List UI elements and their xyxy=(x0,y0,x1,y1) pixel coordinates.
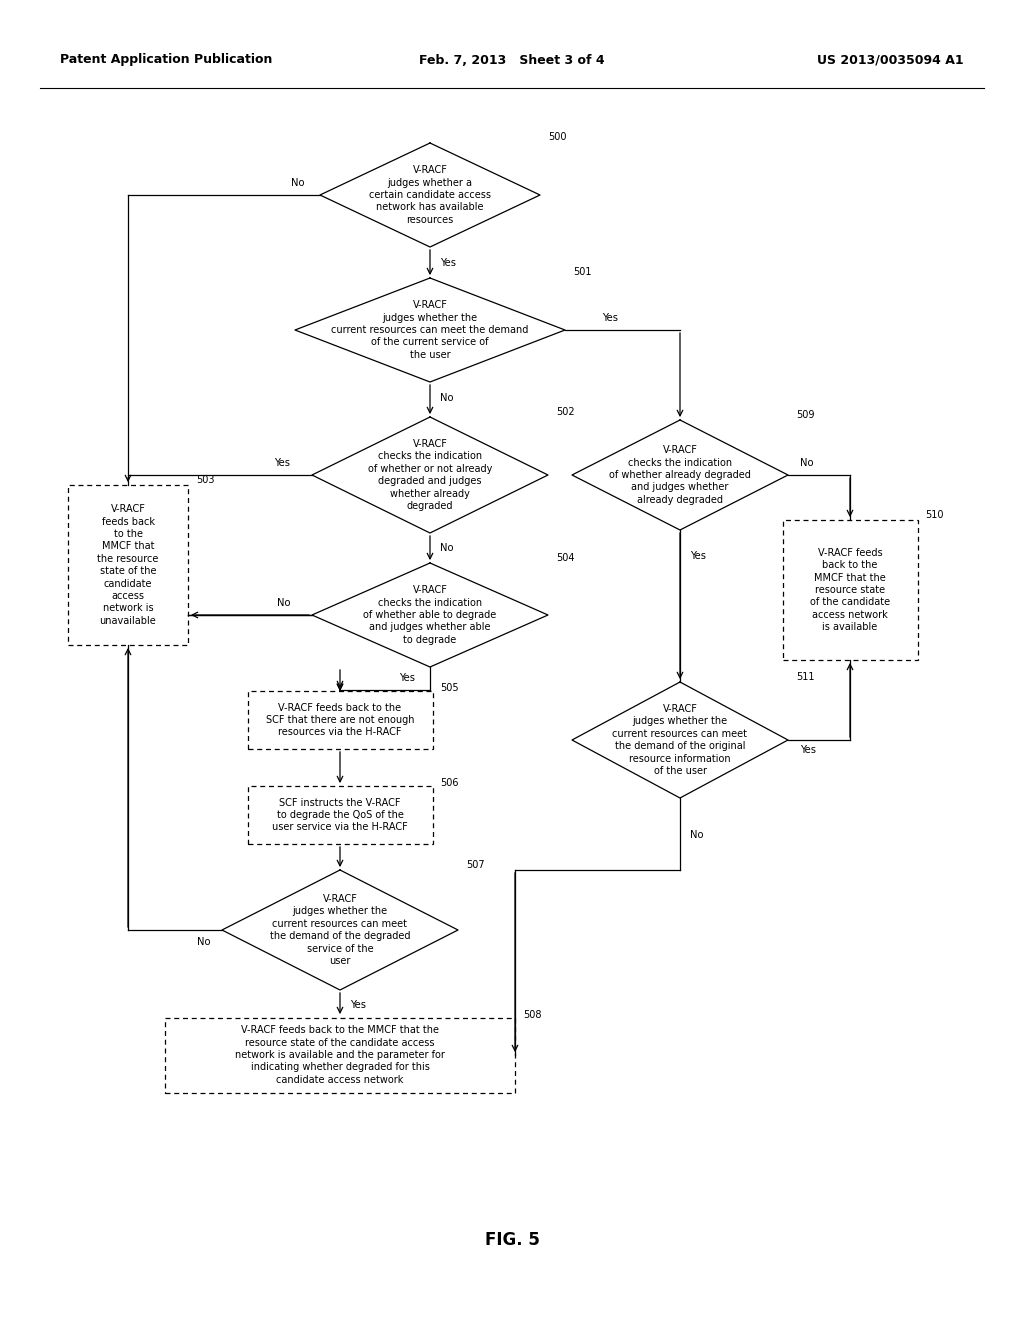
Polygon shape xyxy=(572,420,788,531)
Text: V-RACF feeds back to the
SCF that there are not enough
resources via the H-RACF: V-RACF feeds back to the SCF that there … xyxy=(266,702,415,738)
Polygon shape xyxy=(312,564,548,667)
Text: V-RACF
judges whether a
certain candidate access
network has available
resources: V-RACF judges whether a certain candidat… xyxy=(369,165,490,224)
Text: V-RACF
checks the indication
of whether able to degrade
and judges whether able
: V-RACF checks the indication of whether … xyxy=(364,585,497,644)
Bar xyxy=(248,690,432,748)
Text: 501: 501 xyxy=(573,267,592,277)
Text: 506: 506 xyxy=(440,777,459,788)
Polygon shape xyxy=(312,417,548,533)
Text: V-RACF feeds back to the MMCF that the
resource state of the candidate access
ne: V-RACF feeds back to the MMCF that the r… xyxy=(236,1026,445,1085)
Text: Yes: Yes xyxy=(690,550,706,561)
Text: Yes: Yes xyxy=(440,257,456,268)
Text: 508: 508 xyxy=(523,1010,542,1020)
Polygon shape xyxy=(319,143,540,247)
Text: 510: 510 xyxy=(926,510,944,520)
Text: 503: 503 xyxy=(196,475,214,484)
Bar xyxy=(68,484,188,645)
Text: 502: 502 xyxy=(556,407,574,417)
Text: No: No xyxy=(440,543,454,553)
Text: FIG. 5: FIG. 5 xyxy=(484,1232,540,1249)
Text: No: No xyxy=(197,937,210,946)
Text: V-RACF
judges whether the
current resources can meet the demand
of the current s: V-RACF judges whether the current resour… xyxy=(332,300,528,360)
Text: V-RACF
judges whether the
current resources can meet
the demand of the original
: V-RACF judges whether the current resour… xyxy=(612,704,748,776)
Text: Yes: Yes xyxy=(350,1001,366,1010)
Text: 504: 504 xyxy=(556,553,574,564)
Text: V-RACF
judges whether the
current resources can meet
the demand of the degraded
: V-RACF judges whether the current resour… xyxy=(269,894,411,966)
Text: V-RACF
checks the indication
of whether already degraded
and judges whether
alre: V-RACF checks the indication of whether … xyxy=(609,445,751,504)
Text: No: No xyxy=(440,393,454,403)
Text: 507: 507 xyxy=(466,861,484,870)
Polygon shape xyxy=(295,279,565,381)
Text: V-RACF
feeds back
to the
MMCF that
the resource
state of the
candidate
access
ne: V-RACF feeds back to the MMCF that the r… xyxy=(97,504,159,626)
Text: SCF instructs the V-RACF
to degrade the QoS of the
user service via the H-RACF: SCF instructs the V-RACF to degrade the … xyxy=(272,797,408,833)
Polygon shape xyxy=(572,682,788,799)
Text: Feb. 7, 2013   Sheet 3 of 4: Feb. 7, 2013 Sheet 3 of 4 xyxy=(419,54,605,66)
Text: No: No xyxy=(292,178,305,187)
Text: Yes: Yes xyxy=(800,744,816,755)
Bar xyxy=(248,785,432,843)
Text: 505: 505 xyxy=(440,682,459,693)
Text: No: No xyxy=(800,458,813,469)
Text: V-RACF feeds
back to the
MMCF that the
resource state
of the candidate
access ne: V-RACF feeds back to the MMCF that the r… xyxy=(810,548,890,632)
Text: Yes: Yes xyxy=(399,673,415,682)
Text: Yes: Yes xyxy=(274,458,290,469)
Text: V-RACF
checks the indication
of whether or not already
degraded and judges
wheth: V-RACF checks the indication of whether … xyxy=(368,440,493,511)
Text: 509: 509 xyxy=(796,411,814,420)
Text: No: No xyxy=(276,598,290,609)
Bar xyxy=(165,1018,515,1093)
Text: US 2013/0035094 A1: US 2013/0035094 A1 xyxy=(817,54,964,66)
Polygon shape xyxy=(222,870,458,990)
Text: Yes: Yes xyxy=(602,313,618,323)
Text: No: No xyxy=(690,830,703,840)
Text: 511: 511 xyxy=(796,672,814,682)
Text: 500: 500 xyxy=(548,132,566,143)
Bar xyxy=(782,520,918,660)
Text: Patent Application Publication: Patent Application Publication xyxy=(60,54,272,66)
